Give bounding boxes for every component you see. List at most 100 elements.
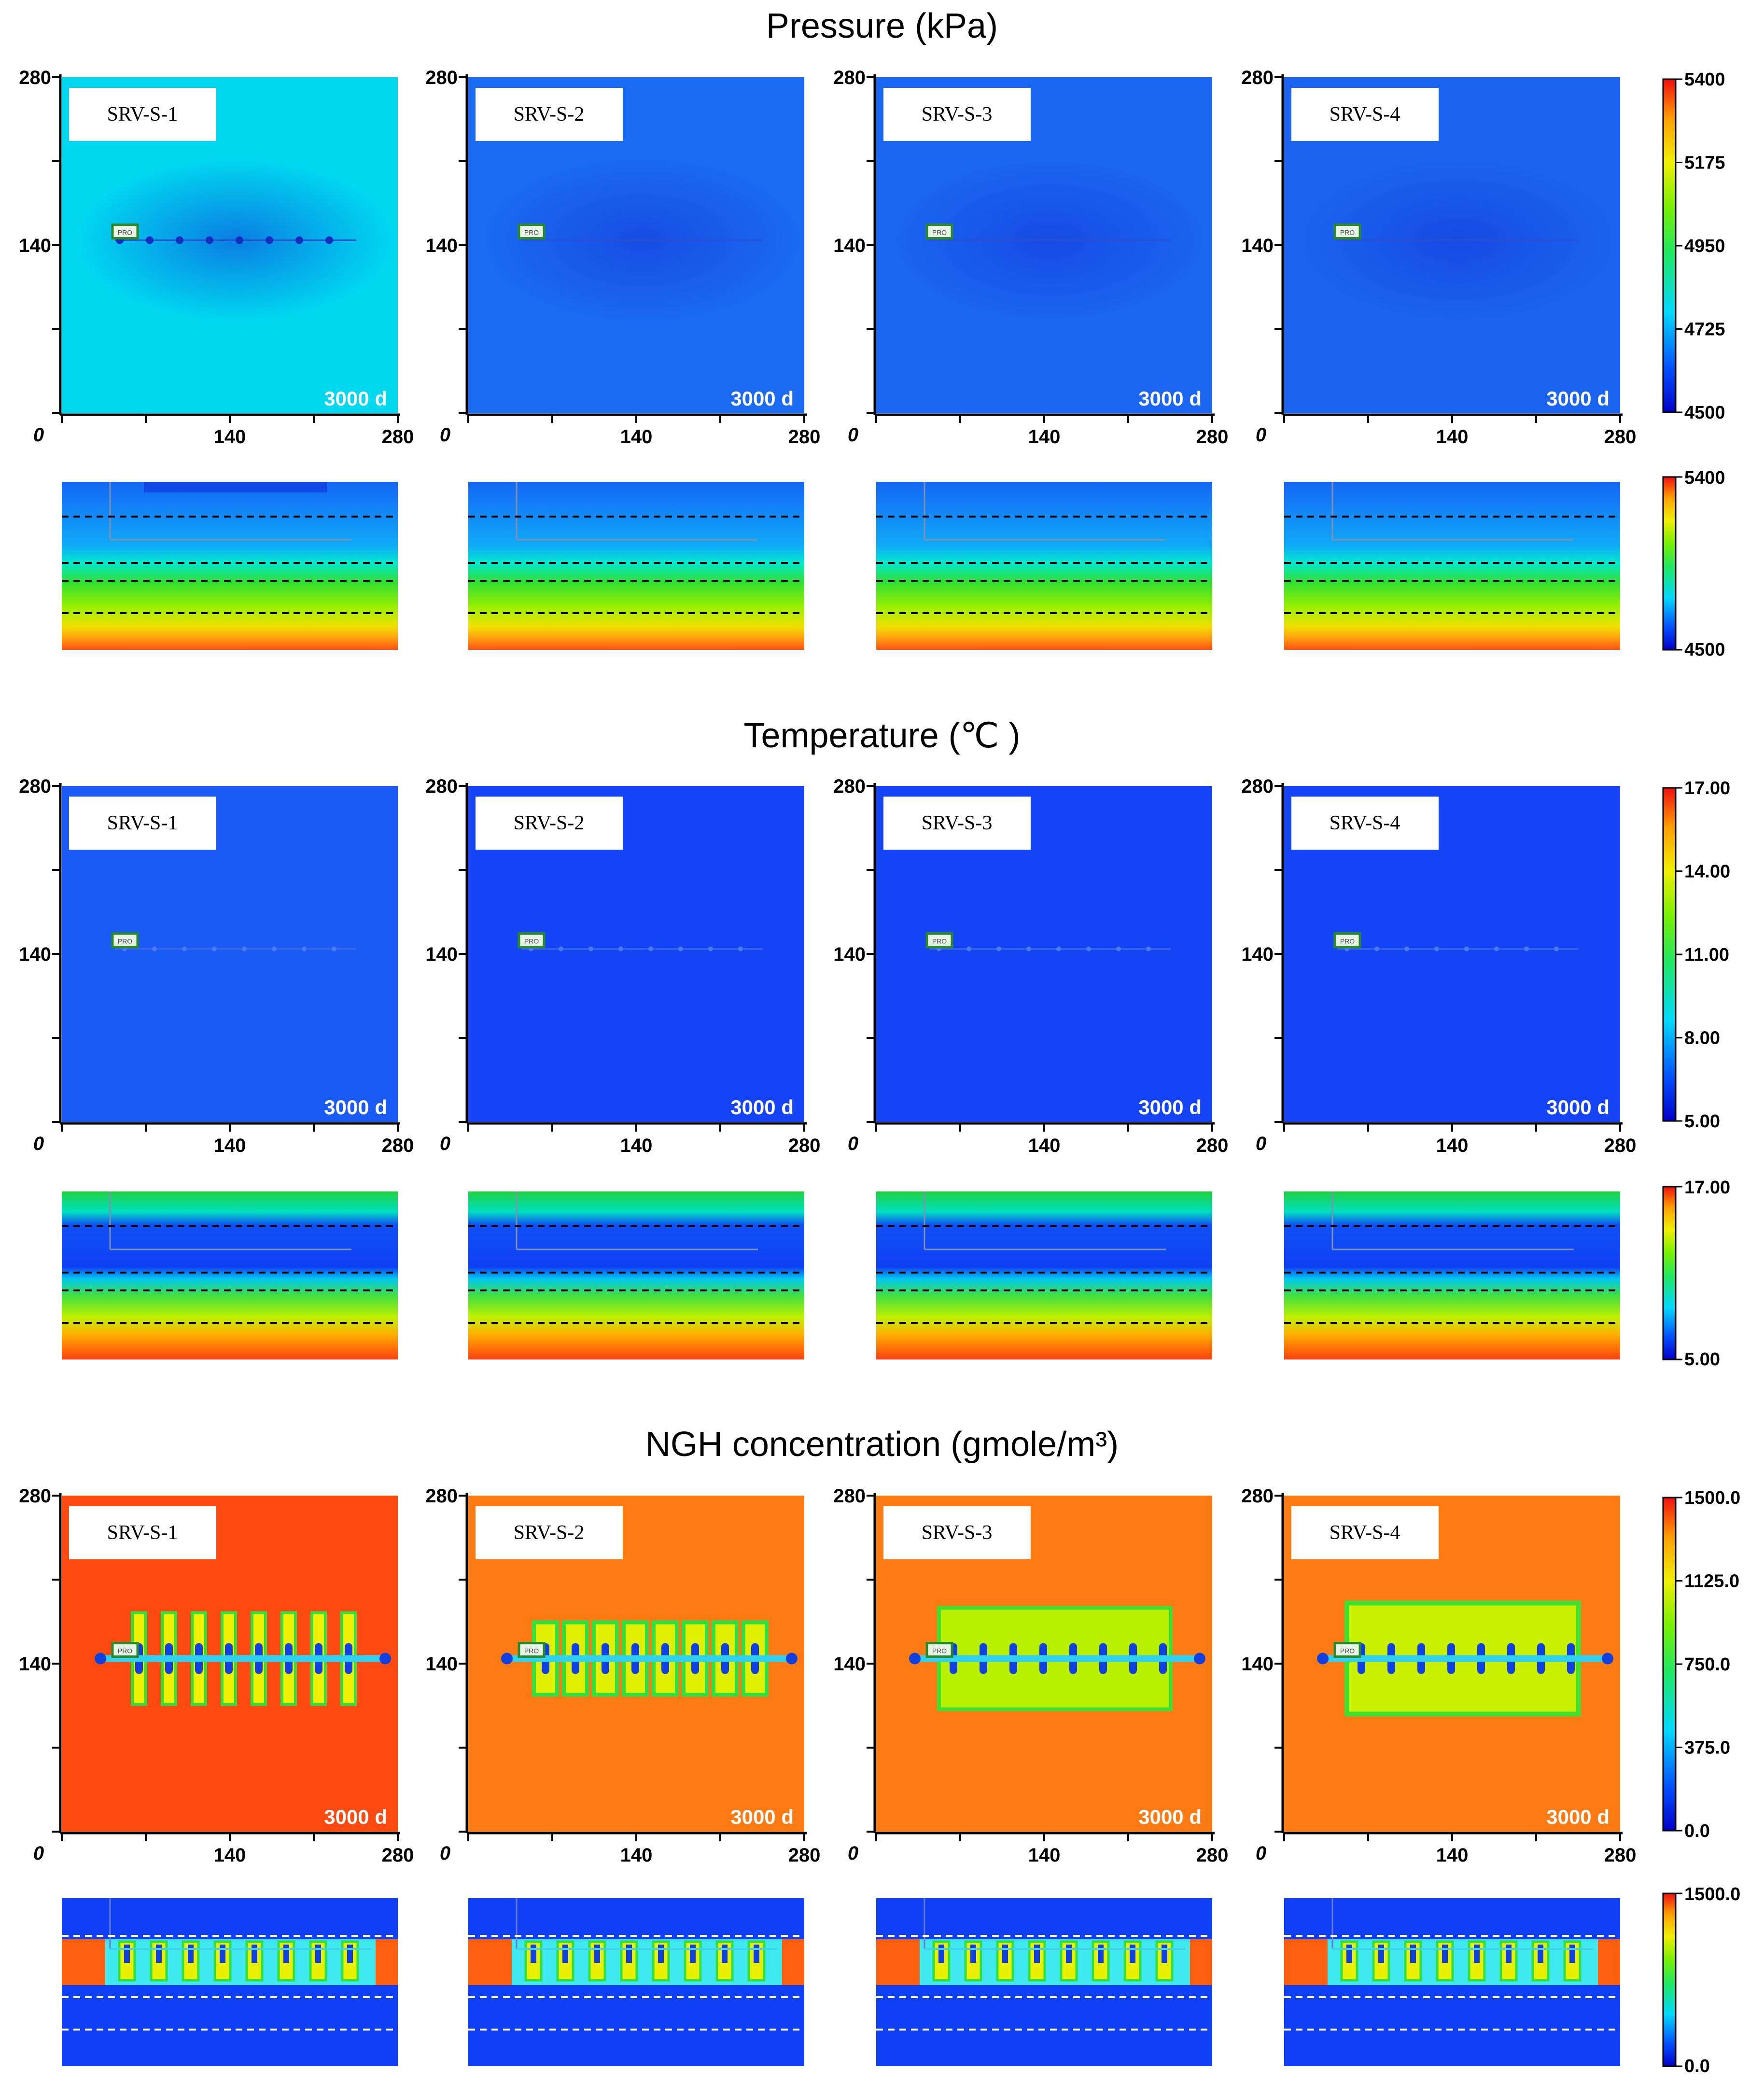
fracture-core — [220, 1945, 225, 1963]
scenario-label-box — [476, 797, 623, 850]
fracture-core — [283, 1945, 289, 1963]
section-field — [876, 1191, 1212, 1359]
scenario-label: SRV-S-4 — [1330, 1522, 1400, 1544]
colorbar-tick-label: 5175 — [1684, 153, 1725, 173]
origin-label: 0 — [33, 424, 44, 446]
well-icon — [1333, 224, 1361, 240]
x-tick-label-mid: 140 — [1028, 1845, 1061, 1866]
colorbar-tick-label: 5400 — [1684, 70, 1725, 90]
colorbar-temperature: 17.00 14.00 11.00 8.00 5.00 — [1662, 778, 1730, 1132]
time-label: 3000 d — [324, 1806, 387, 1828]
fracture-node — [295, 236, 303, 244]
scenario-label: SRV-S-4 — [1330, 812, 1400, 834]
map-panel-4: PRO SRV-S-4 3000 d 280 140 140 280 0 — [1241, 1485, 1636, 1866]
x-tick-label-mid: 140 — [1436, 1845, 1469, 1866]
well-icon — [111, 1642, 139, 1658]
x-tick-label-mid: 140 — [214, 426, 246, 448]
well-toe — [1602, 1653, 1613, 1665]
fracture-node — [1494, 946, 1499, 952]
x-tick-label-mid: 140 — [620, 1135, 653, 1156]
colorbar-tick-label: 8.00 — [1684, 1028, 1720, 1049]
cross-section-4 — [1284, 1898, 1620, 2066]
fracture-core — [754, 1945, 759, 1963]
x-tick-label-mid: 140 — [1028, 426, 1061, 448]
section-field — [876, 482, 1212, 650]
fracture-node — [738, 946, 743, 952]
well-icon — [925, 1642, 953, 1658]
y-tick-label-top: 280 — [19, 1485, 51, 1507]
well-icon — [518, 932, 546, 949]
y-tick-label-mid: 140 — [19, 944, 51, 965]
origin-label: 0 — [33, 1133, 44, 1154]
well-icon-label: PRO — [1340, 229, 1355, 237]
colorbar-tick-label: 5.00 — [1684, 1349, 1720, 1370]
x-tick-label-mid: 140 — [620, 1845, 653, 1866]
cross-section-2 — [468, 482, 804, 650]
scenario-label: SRV-S-2 — [514, 812, 585, 834]
scenario-label: SRV-S-3 — [922, 1522, 993, 1544]
y-tick-label-mid: 140 — [19, 1653, 51, 1675]
y-tick-label-top: 280 — [833, 1485, 866, 1507]
x-tick-label-end: 280 — [788, 1845, 821, 1866]
section-pressure: PRO SRV-S-1 3000 d 280 140 140 280 0 PRO SRV-S-2 3… — [19, 67, 1725, 660]
fracture-core — [938, 1945, 944, 1963]
colorbar-tick-label: 11.00 — [1684, 945, 1729, 965]
fracture-core — [124, 1945, 130, 1963]
colorbar-tick-label: 1500.0 — [1684, 1488, 1740, 1508]
y-tick-label-top: 280 — [19, 776, 51, 797]
fracture-node — [996, 946, 1001, 952]
well-icon — [111, 224, 139, 240]
scenario-label-box — [69, 797, 216, 850]
y-tick-label-mid: 140 — [425, 235, 458, 256]
section-title-temperature: Temperature (℃ ) — [743, 716, 1020, 755]
fracture-node — [1026, 946, 1031, 952]
map-panel-3: PRO SRV-S-3 3000 d 280 140 140 280 0 — [833, 776, 1228, 1156]
fracture-node — [146, 236, 154, 244]
y-tick-label-top: 280 — [833, 67, 866, 88]
well-icon — [1333, 932, 1361, 949]
x-tick-label-mid: 140 — [620, 426, 653, 448]
x-tick-label-mid: 140 — [214, 1845, 246, 1866]
colorbar-tick-label: 0.0 — [1684, 2056, 1710, 2076]
colorbar-tick-label: 750.0 — [1684, 1654, 1730, 1675]
cross-section-1 — [62, 482, 398, 650]
scenario-label-box — [69, 88, 216, 141]
origin-label: 0 — [1256, 1133, 1266, 1154]
x-tick-label-mid: 140 — [1436, 1135, 1469, 1156]
fracture-core — [1378, 1945, 1384, 1963]
scenario-label-box — [1291, 1506, 1439, 1559]
well-icon-label: PRO — [932, 229, 947, 237]
colorbar-tick-label: 4500 — [1684, 403, 1725, 423]
y-tick-label-top: 280 — [19, 67, 51, 88]
fracture-node — [332, 946, 336, 952]
time-label: 3000 d — [324, 387, 387, 410]
fracture-node — [266, 236, 273, 244]
fracture-core — [1569, 1945, 1575, 1963]
time-label: 3000 d — [1546, 387, 1610, 410]
scenario-label-box — [1291, 797, 1439, 850]
scenario-label: SRV-S-4 — [1330, 103, 1400, 126]
scenario-label: SRV-S-2 — [514, 1522, 585, 1544]
origin-label: 0 — [848, 424, 858, 446]
fracture-core — [970, 1945, 976, 1963]
dissociated-zone — [920, 1939, 1190, 1985]
fracture-core — [562, 1945, 568, 1963]
section-colorbar-ngh: 1500.0 0.0 — [1662, 1884, 1740, 2076]
fracture-node — [966, 946, 971, 952]
colorbar-tick-label: 17.00 — [1684, 1177, 1730, 1198]
fracture-node — [302, 946, 307, 952]
x-tick-label-end: 280 — [1196, 426, 1229, 448]
well-heel — [501, 1653, 513, 1665]
scenario-label-box — [883, 797, 1031, 850]
section-colorbar-pressure: 5400 4500 — [1662, 468, 1725, 660]
fracture-core — [1442, 1945, 1448, 1963]
origin-label: 0 — [440, 1133, 450, 1154]
x-tick-label-mid: 140 — [1436, 426, 1469, 448]
cross-section-2 — [468, 1898, 804, 2066]
fracture-core — [1506, 1945, 1512, 1963]
fracture-node — [1056, 946, 1061, 952]
map-panel-2: PRO SRV-S-2 3000 d 280 140 140 280 0 — [425, 67, 820, 448]
scenario-label-box — [1291, 88, 1439, 141]
fracture-node — [559, 946, 563, 952]
fracture-node — [1524, 946, 1529, 952]
